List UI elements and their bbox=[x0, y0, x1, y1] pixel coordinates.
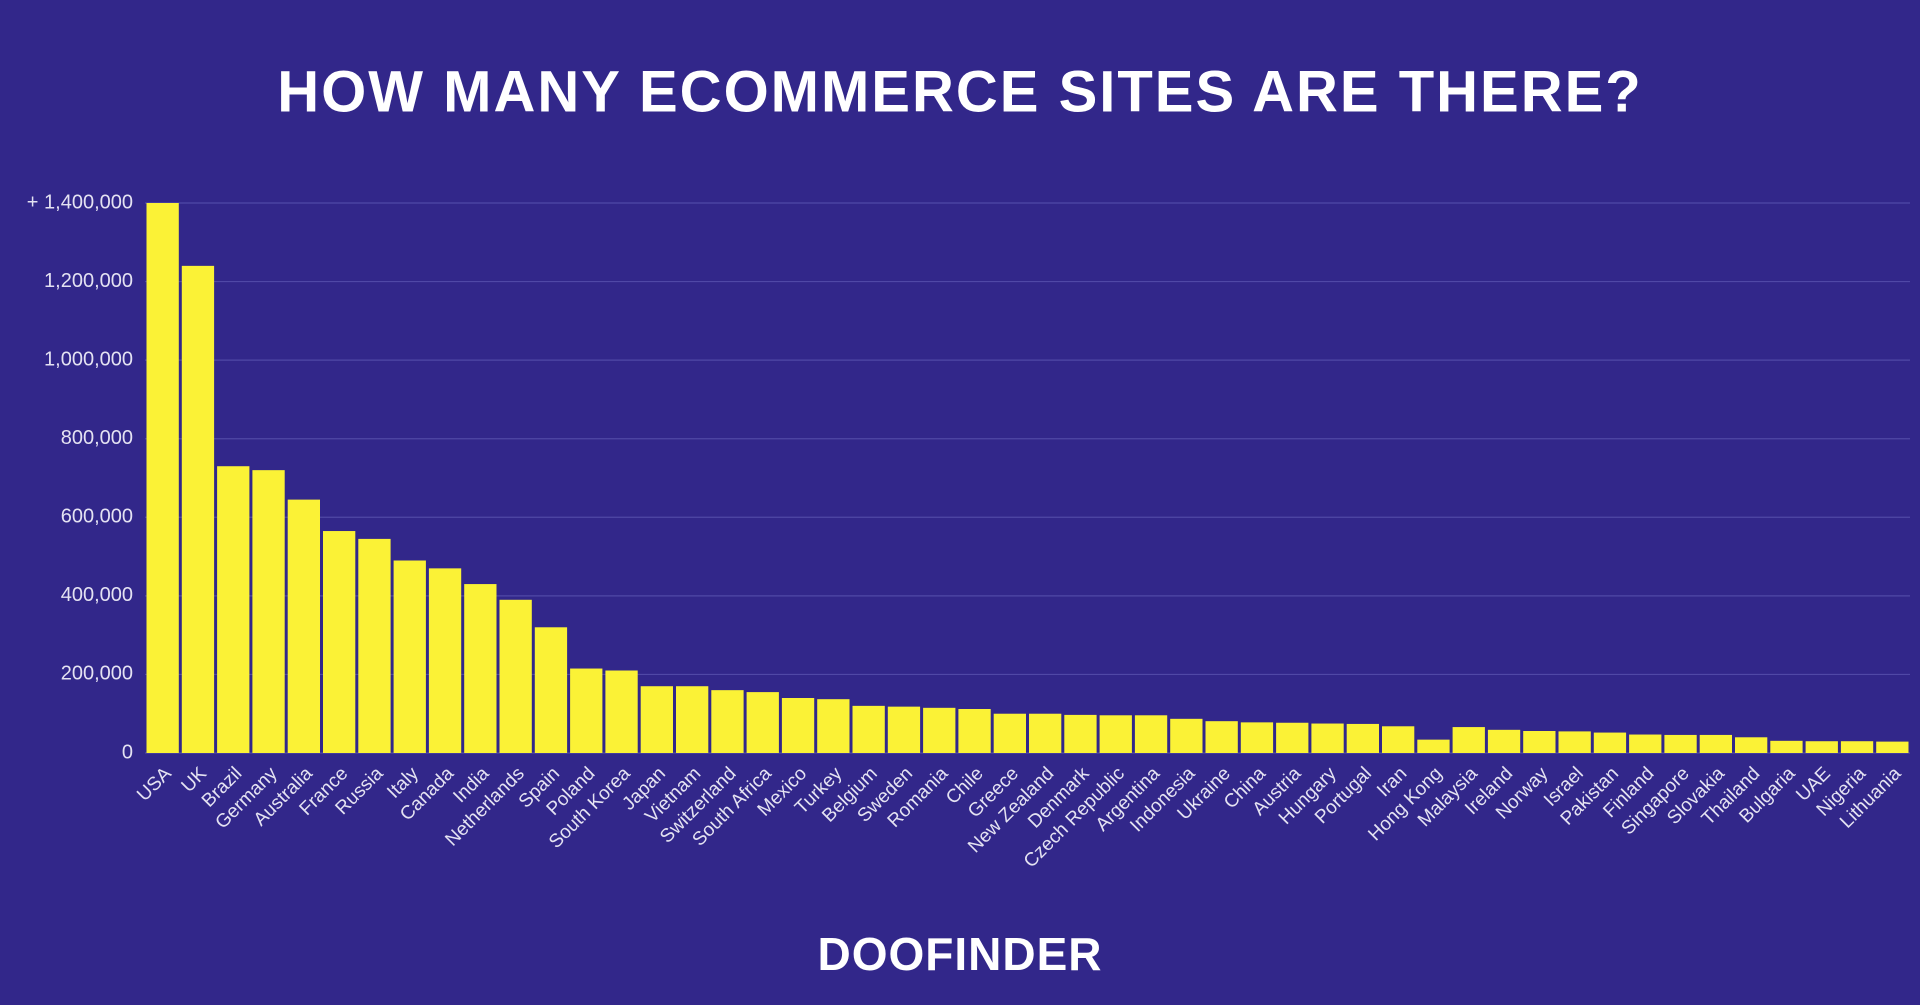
bar bbox=[676, 686, 709, 753]
y-tick-label: 200,000 bbox=[61, 663, 133, 685]
bar bbox=[1134, 715, 1168, 753]
bar bbox=[1523, 731, 1556, 753]
bar bbox=[252, 470, 285, 753]
bar bbox=[1205, 721, 1238, 753]
bar bbox=[1170, 718, 1203, 753]
bar bbox=[1240, 722, 1274, 753]
logo: DOOFINDER bbox=[818, 928, 1103, 980]
y-tick-label: 400,000 bbox=[61, 584, 133, 606]
bar bbox=[1770, 740, 1803, 753]
bar bbox=[958, 709, 991, 753]
bar bbox=[887, 706, 921, 753]
bar bbox=[1629, 734, 1662, 753]
bar bbox=[287, 499, 320, 753]
bar bbox=[358, 538, 391, 753]
bar bbox=[1417, 739, 1450, 753]
bar bbox=[993, 713, 1026, 753]
bar bbox=[1276, 722, 1309, 753]
bar bbox=[746, 692, 779, 753]
bar bbox=[1311, 723, 1344, 753]
bar bbox=[323, 531, 356, 753]
y-tick-label: 0 bbox=[122, 741, 133, 763]
bar bbox=[464, 584, 497, 753]
bar bbox=[1876, 741, 1909, 753]
bar bbox=[1593, 732, 1627, 753]
y-tick-label: 1,200,000 bbox=[44, 270, 133, 292]
bar bbox=[817, 699, 850, 753]
bar bbox=[640, 686, 673, 753]
bar bbox=[781, 698, 815, 753]
bar bbox=[923, 707, 956, 753]
bar bbox=[1382, 726, 1415, 753]
bar bbox=[1346, 723, 1379, 753]
bar bbox=[428, 568, 462, 753]
bar bbox=[393, 560, 426, 753]
y-tick-label: 1,000,000 bbox=[44, 348, 133, 370]
bar bbox=[1558, 731, 1591, 753]
bar bbox=[605, 670, 638, 753]
bar bbox=[570, 668, 603, 753]
bar bbox=[217, 466, 250, 753]
y-tick-label: 800,000 bbox=[61, 427, 133, 449]
bar bbox=[534, 627, 568, 753]
y-tick-label: + 1,400,000 bbox=[27, 191, 133, 213]
bar bbox=[1840, 741, 1874, 753]
bar bbox=[1735, 737, 1768, 753]
bar bbox=[1699, 734, 1732, 753]
chart-title: HOW MANY ECOMMERCE SITES ARE THERE? bbox=[277, 59, 1642, 124]
bar bbox=[1029, 713, 1062, 753]
bar bbox=[1487, 729, 1521, 753]
bar bbox=[146, 203, 179, 753]
bar bbox=[1452, 727, 1485, 753]
bar bbox=[852, 705, 885, 753]
bar bbox=[1064, 714, 1097, 753]
bar bbox=[711, 690, 744, 753]
bar bbox=[1805, 741, 1838, 753]
bar bbox=[1099, 715, 1132, 753]
bar bbox=[181, 265, 215, 753]
bar bbox=[499, 599, 532, 753]
bar bbox=[1664, 734, 1697, 753]
y-tick-label: 600,000 bbox=[61, 506, 133, 528]
